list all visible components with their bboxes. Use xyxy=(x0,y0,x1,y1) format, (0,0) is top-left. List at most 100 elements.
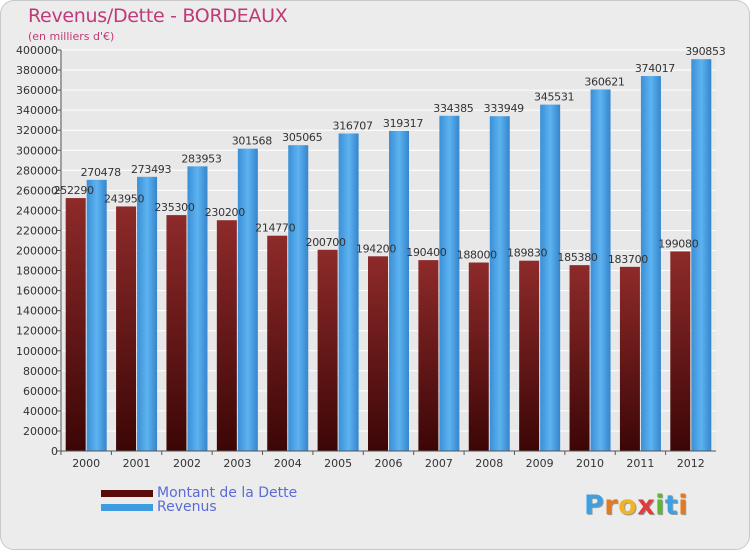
bar-revenue xyxy=(187,166,208,452)
data-label-revenue: 374017 xyxy=(635,62,675,75)
bar-revenue xyxy=(237,148,258,451)
logo-letter: P xyxy=(584,490,605,521)
y-tick-label: 280000 xyxy=(16,164,58,177)
logo-letter: i xyxy=(678,490,689,521)
y-tick-label: 360000 xyxy=(16,84,58,97)
x-tick-label: 2012 xyxy=(677,457,705,470)
bar-revenue xyxy=(288,145,309,451)
data-label-debt: 200700 xyxy=(306,236,346,249)
x-tick-label: 2006 xyxy=(375,457,403,470)
data-label-debt: 235300 xyxy=(154,201,194,214)
data-label-revenue: 316707 xyxy=(333,120,373,133)
data-label-revenue: 334385 xyxy=(433,102,473,115)
bars xyxy=(65,59,712,452)
data-label-debt: 214770 xyxy=(255,222,295,235)
y-tick-label: 340000 xyxy=(16,104,58,117)
data-label-revenue: 283953 xyxy=(181,152,221,165)
data-label-debt: 190400 xyxy=(406,246,446,259)
data-label-debt: 185380 xyxy=(557,251,597,264)
bar-debt xyxy=(569,265,590,451)
bar-debt xyxy=(468,262,489,451)
bar-debt xyxy=(519,260,540,451)
bar-revenue xyxy=(590,89,611,451)
legend-label-debt: Montant de la Dette xyxy=(157,485,298,501)
data-label-debt: 188000 xyxy=(457,249,497,262)
y-tick-label: 160000 xyxy=(16,285,58,298)
data-label-debt: 189830 xyxy=(507,247,547,260)
y-tick-label: 400000 xyxy=(16,44,58,57)
bar-debt xyxy=(116,206,137,451)
x-tick-label: 2010 xyxy=(576,457,604,470)
bar-debt xyxy=(418,260,439,451)
logo-letter: x xyxy=(637,490,656,521)
bar-debt xyxy=(216,220,237,451)
chart-subtitle: (en milliers d'€) xyxy=(28,30,115,43)
axes: 0 20000 40000 60000 80000 100000 120000 140000 1… xyxy=(16,44,716,470)
bar-debt xyxy=(65,198,86,451)
x-tick-label: 2005 xyxy=(324,457,352,470)
x-tick-label: 2011 xyxy=(626,457,654,470)
legend-label-revenue: Revenus xyxy=(157,499,217,515)
bar-revenue xyxy=(691,59,712,452)
bar-debt xyxy=(166,215,187,451)
y-tick-label: 320000 xyxy=(16,124,58,137)
logo-letter: i xyxy=(655,490,665,521)
data-label-debt: 230200 xyxy=(205,206,245,219)
data-label-debt: 199080 xyxy=(658,237,698,250)
y-tick-label: 40000 xyxy=(23,405,58,418)
data-label-revenue: 345531 xyxy=(534,91,574,104)
y-tick-label: 80000 xyxy=(23,365,58,378)
proxiti-logo: Proxiti xyxy=(584,490,688,521)
y-tick-label: 180000 xyxy=(16,265,58,278)
y-tick-label: 0 xyxy=(51,445,58,458)
y-tick-label: 100000 xyxy=(16,345,58,358)
data-label-debt: 183700 xyxy=(608,253,648,266)
logo-letter: t xyxy=(664,490,679,521)
y-tick-label: 20000 xyxy=(23,425,58,438)
bar-debt xyxy=(267,235,288,451)
bar-revenue xyxy=(86,179,107,451)
y-tick-label: 240000 xyxy=(16,204,58,217)
bar-revenue xyxy=(137,176,158,451)
data-label-revenue: 273493 xyxy=(131,163,171,176)
bar-debt xyxy=(670,251,691,451)
y-tick-label: 200000 xyxy=(16,245,58,258)
y-tick-label: 140000 xyxy=(16,305,58,318)
data-label-debt: 243950 xyxy=(104,192,144,205)
data-labels: 252290 270478 243950 273493 235300 283953 2302… xyxy=(54,45,726,266)
x-tick-label: 2007 xyxy=(425,457,453,470)
bar-debt xyxy=(317,249,338,451)
bar-revenue xyxy=(489,116,510,451)
x-tick-label: 2003 xyxy=(223,457,251,470)
y-tick-label: 60000 xyxy=(23,385,58,398)
x-tick-label: 2002 xyxy=(173,457,201,470)
y-tick-label: 120000 xyxy=(16,325,58,338)
bar-revenue xyxy=(640,76,661,451)
chart-title: Revenus/Dette - BORDEAUX xyxy=(28,5,288,27)
bar-revenue xyxy=(540,104,561,452)
x-tick-label: 2008 xyxy=(475,457,503,470)
x-tick-label: 2004 xyxy=(274,457,302,470)
data-label-revenue: 319317 xyxy=(383,117,423,130)
legend-swatch-revenue xyxy=(101,504,153,511)
y-tick-label: 380000 xyxy=(16,64,58,77)
y-tick-label: 220000 xyxy=(16,224,58,237)
data-label-revenue: 270478 xyxy=(81,166,121,179)
y-tick-label: 260000 xyxy=(16,184,58,197)
bar-debt xyxy=(368,256,388,451)
y-tick-label: 300000 xyxy=(16,144,58,157)
bar-revenue xyxy=(338,133,359,452)
data-label-debt: 252290 xyxy=(54,184,94,197)
data-label-revenue: 360621 xyxy=(584,75,624,88)
bar-debt xyxy=(619,266,640,451)
legend-swatch-debt xyxy=(101,490,153,497)
data-label-debt: 194200 xyxy=(356,242,396,255)
bar-revenue xyxy=(389,130,409,451)
data-label-revenue: 301568 xyxy=(232,135,272,148)
logo-letter: r xyxy=(604,490,619,521)
x-tick-label: 2000 xyxy=(72,457,100,470)
x-tick-label: 2001 xyxy=(123,457,151,470)
bar-revenue xyxy=(439,115,460,451)
